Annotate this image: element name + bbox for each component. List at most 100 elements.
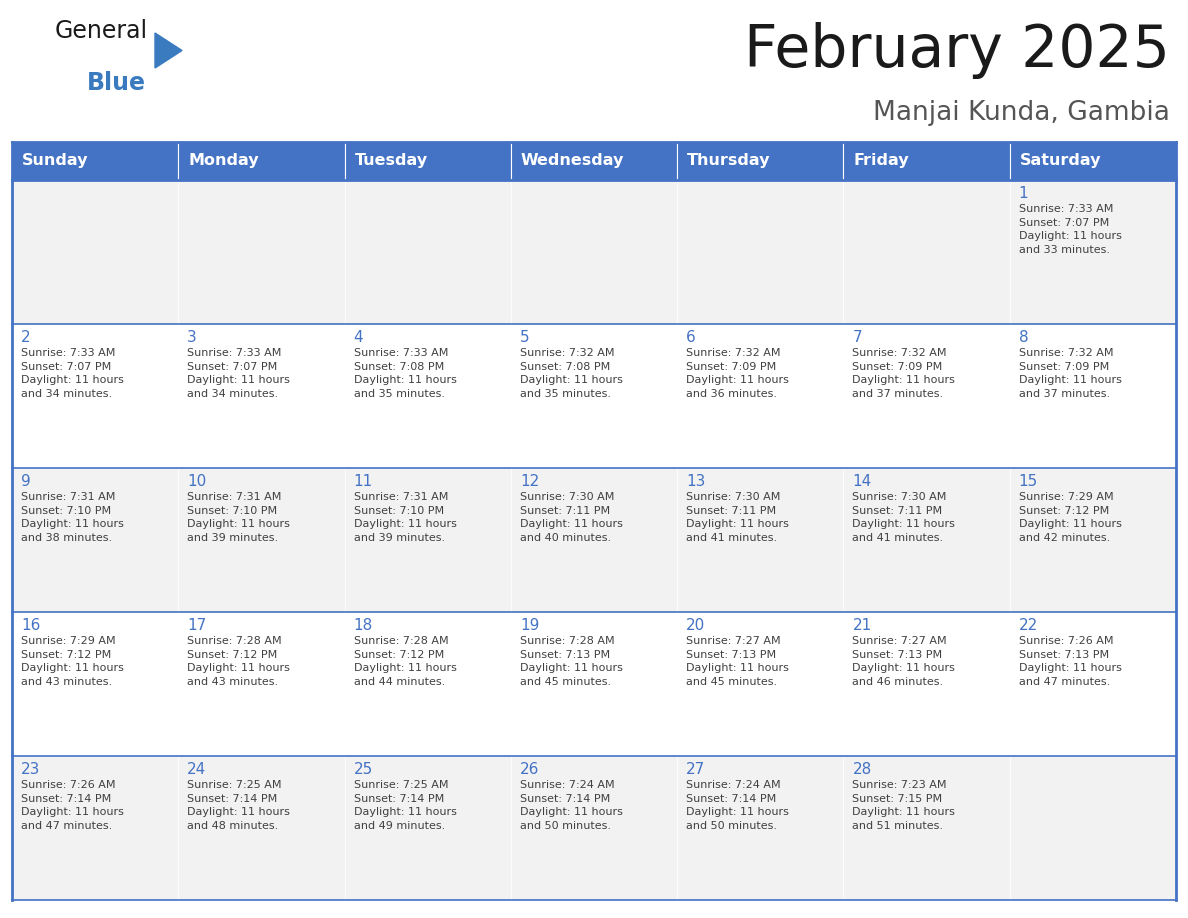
Bar [1010,612,1176,756]
Bar [843,612,1010,756]
Text: 24: 24 [188,762,207,777]
Text: 15: 15 [1019,474,1038,489]
Text: 23: 23 [21,762,40,777]
Bar [1010,468,1176,612]
Bar [677,468,843,612]
Bar [12,180,178,324]
Bar [1010,142,1176,180]
Bar [345,180,511,324]
Text: Sunday: Sunday [23,153,88,169]
Bar [843,180,1010,324]
Text: Sunrise: 7:30 AM
Sunset: 7:11 PM
Daylight: 11 hours
and 41 minutes.: Sunrise: 7:30 AM Sunset: 7:11 PM Dayligh… [853,492,955,543]
Text: 3: 3 [188,330,197,345]
Text: 4: 4 [354,330,364,345]
Bar [178,142,345,180]
Bar [511,180,677,324]
Text: Sunrise: 7:27 AM
Sunset: 7:13 PM
Daylight: 11 hours
and 45 minutes.: Sunrise: 7:27 AM Sunset: 7:13 PM Dayligh… [687,636,789,687]
Text: Sunrise: 7:25 AM
Sunset: 7:14 PM
Daylight: 11 hours
and 49 minutes.: Sunrise: 7:25 AM Sunset: 7:14 PM Dayligh… [354,780,456,831]
Text: Sunrise: 7:28 AM
Sunset: 7:13 PM
Daylight: 11 hours
and 45 minutes.: Sunrise: 7:28 AM Sunset: 7:13 PM Dayligh… [520,636,623,687]
Text: 26: 26 [520,762,539,777]
Text: Manjai Kunda, Gambia: Manjai Kunda, Gambia [873,100,1170,126]
Bar [677,142,843,180]
Text: Sunrise: 7:28 AM
Sunset: 7:12 PM
Daylight: 11 hours
and 44 minutes.: Sunrise: 7:28 AM Sunset: 7:12 PM Dayligh… [354,636,456,687]
Bar [677,324,843,468]
Text: 25: 25 [354,762,373,777]
Text: 21: 21 [853,618,872,633]
Bar [12,756,178,900]
Text: 18: 18 [354,618,373,633]
Text: Sunrise: 7:30 AM
Sunset: 7:11 PM
Daylight: 11 hours
and 41 minutes.: Sunrise: 7:30 AM Sunset: 7:11 PM Dayligh… [687,492,789,543]
Bar [178,324,345,468]
Text: 10: 10 [188,474,207,489]
Bar [843,142,1010,180]
Text: 16: 16 [21,618,40,633]
Bar [511,324,677,468]
Text: Friday: Friday [853,153,909,169]
Text: Sunrise: 7:31 AM
Sunset: 7:10 PM
Daylight: 11 hours
and 39 minutes.: Sunrise: 7:31 AM Sunset: 7:10 PM Dayligh… [188,492,290,543]
Text: 9: 9 [21,474,31,489]
Text: Sunrise: 7:24 AM
Sunset: 7:14 PM
Daylight: 11 hours
and 50 minutes.: Sunrise: 7:24 AM Sunset: 7:14 PM Dayligh… [520,780,623,831]
Text: 17: 17 [188,618,207,633]
Text: Sunrise: 7:33 AM
Sunset: 7:08 PM
Daylight: 11 hours
and 35 minutes.: Sunrise: 7:33 AM Sunset: 7:08 PM Dayligh… [354,348,456,398]
Bar [511,612,677,756]
Text: 5: 5 [520,330,530,345]
Bar [345,756,511,900]
Bar [345,468,511,612]
Text: 27: 27 [687,762,706,777]
Text: 7: 7 [853,330,862,345]
Text: Sunrise: 7:33 AM
Sunset: 7:07 PM
Daylight: 11 hours
and 34 minutes.: Sunrise: 7:33 AM Sunset: 7:07 PM Dayligh… [188,348,290,398]
Text: Sunrise: 7:23 AM
Sunset: 7:15 PM
Daylight: 11 hours
and 51 minutes.: Sunrise: 7:23 AM Sunset: 7:15 PM Dayligh… [853,780,955,831]
Text: Sunrise: 7:28 AM
Sunset: 7:12 PM
Daylight: 11 hours
and 43 minutes.: Sunrise: 7:28 AM Sunset: 7:12 PM Dayligh… [188,636,290,687]
Bar [345,142,511,180]
Text: 6: 6 [687,330,696,345]
Bar [843,756,1010,900]
Bar [677,612,843,756]
Text: Sunrise: 7:30 AM
Sunset: 7:11 PM
Daylight: 11 hours
and 40 minutes.: Sunrise: 7:30 AM Sunset: 7:11 PM Dayligh… [520,492,623,543]
Bar [511,142,677,180]
Text: Sunrise: 7:32 AM
Sunset: 7:08 PM
Daylight: 11 hours
and 35 minutes.: Sunrise: 7:32 AM Sunset: 7:08 PM Dayligh… [520,348,623,398]
Bar [12,612,178,756]
Text: Sunrise: 7:33 AM
Sunset: 7:07 PM
Daylight: 11 hours
and 33 minutes.: Sunrise: 7:33 AM Sunset: 7:07 PM Dayligh… [1019,204,1121,255]
Text: Sunrise: 7:26 AM
Sunset: 7:14 PM
Daylight: 11 hours
and 47 minutes.: Sunrise: 7:26 AM Sunset: 7:14 PM Dayligh… [21,780,124,831]
Text: 13: 13 [687,474,706,489]
Text: Monday: Monday [188,153,259,169]
Text: Sunrise: 7:32 AM
Sunset: 7:09 PM
Daylight: 11 hours
and 36 minutes.: Sunrise: 7:32 AM Sunset: 7:09 PM Dayligh… [687,348,789,398]
Text: Sunrise: 7:29 AM
Sunset: 7:12 PM
Daylight: 11 hours
and 43 minutes.: Sunrise: 7:29 AM Sunset: 7:12 PM Dayligh… [21,636,124,687]
Bar [178,756,345,900]
Text: Sunrise: 7:26 AM
Sunset: 7:13 PM
Daylight: 11 hours
and 47 minutes.: Sunrise: 7:26 AM Sunset: 7:13 PM Dayligh… [1019,636,1121,687]
Text: Sunrise: 7:27 AM
Sunset: 7:13 PM
Daylight: 11 hours
and 46 minutes.: Sunrise: 7:27 AM Sunset: 7:13 PM Dayligh… [853,636,955,687]
Text: 20: 20 [687,618,706,633]
Bar [677,756,843,900]
Bar [1010,180,1176,324]
Text: February 2025: February 2025 [744,22,1170,79]
Text: Sunrise: 7:32 AM
Sunset: 7:09 PM
Daylight: 11 hours
and 37 minutes.: Sunrise: 7:32 AM Sunset: 7:09 PM Dayligh… [1019,348,1121,398]
Text: 2: 2 [21,330,31,345]
Text: Sunrise: 7:33 AM
Sunset: 7:07 PM
Daylight: 11 hours
and 34 minutes.: Sunrise: 7:33 AM Sunset: 7:07 PM Dayligh… [21,348,124,398]
Polygon shape [154,33,182,68]
Bar [511,468,677,612]
Text: 28: 28 [853,762,872,777]
Bar [12,142,178,180]
Text: 8: 8 [1019,330,1029,345]
Text: Sunrise: 7:31 AM
Sunset: 7:10 PM
Daylight: 11 hours
and 39 minutes.: Sunrise: 7:31 AM Sunset: 7:10 PM Dayligh… [354,492,456,543]
Text: Sunrise: 7:31 AM
Sunset: 7:10 PM
Daylight: 11 hours
and 38 minutes.: Sunrise: 7:31 AM Sunset: 7:10 PM Dayligh… [21,492,124,543]
Bar [1010,756,1176,900]
Text: 12: 12 [520,474,539,489]
Text: Tuesday: Tuesday [354,153,428,169]
Bar [12,468,178,612]
Bar [843,468,1010,612]
Bar [843,324,1010,468]
Text: General: General [55,19,148,43]
Text: 11: 11 [354,474,373,489]
Bar [178,468,345,612]
Bar [677,180,843,324]
Bar [12,324,178,468]
Text: 1: 1 [1019,186,1029,201]
Bar [1010,324,1176,468]
Text: Wednesday: Wednesday [520,153,624,169]
Text: Thursday: Thursday [687,153,771,169]
Text: 22: 22 [1019,618,1038,633]
Text: Sunrise: 7:29 AM
Sunset: 7:12 PM
Daylight: 11 hours
and 42 minutes.: Sunrise: 7:29 AM Sunset: 7:12 PM Dayligh… [1019,492,1121,543]
Text: 14: 14 [853,474,872,489]
Text: Blue: Blue [87,71,146,95]
